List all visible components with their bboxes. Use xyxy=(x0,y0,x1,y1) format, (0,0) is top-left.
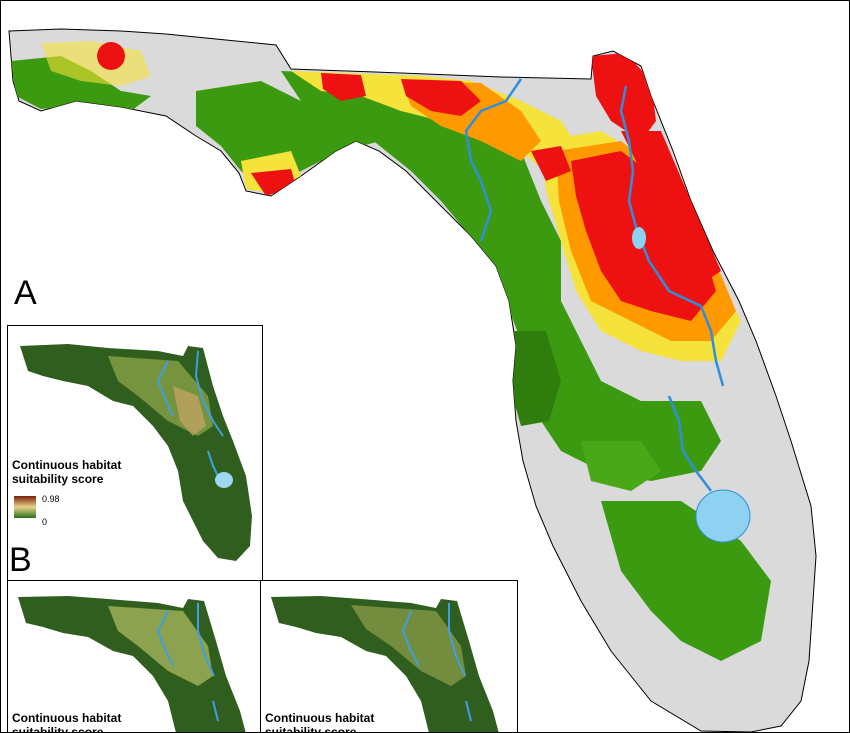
inset-moderate-region xyxy=(108,606,213,686)
suitability-high-region xyxy=(401,79,481,116)
suitability-medium-region xyxy=(291,71,581,191)
inset-map-continuous: Continuous habitat suitability score 0.9… xyxy=(7,325,263,581)
suitability-high-region xyxy=(621,131,721,281)
inset-river xyxy=(197,603,215,677)
suitability-low-region xyxy=(501,331,561,426)
legend-max-value: 0.98 xyxy=(42,494,60,504)
inset-river xyxy=(212,700,219,722)
inset-river xyxy=(465,700,472,722)
inset-river xyxy=(207,450,219,477)
inset-map-continuous: Continuous habitat suitability score xyxy=(260,580,518,733)
legend-title: Continuous habitat suitability score xyxy=(265,711,375,733)
inset-habitat-map xyxy=(271,596,499,732)
inset-river xyxy=(448,603,466,677)
panel-label-a: A xyxy=(14,274,37,312)
legend-gradient xyxy=(14,496,36,518)
suitability-high-region xyxy=(321,73,366,101)
inset-lake xyxy=(215,472,233,488)
lake xyxy=(695,489,751,543)
inset-river xyxy=(194,350,224,437)
suitability-low-region xyxy=(281,71,721,481)
legend-min-value: 0 xyxy=(42,517,48,527)
lake xyxy=(632,227,646,249)
river xyxy=(464,78,523,242)
inset-map-continuous: Continuous habitat suitability score xyxy=(7,580,262,733)
suitability-low-region xyxy=(11,56,151,111)
legend-title: Continuous habitat suitability score xyxy=(12,711,122,733)
suitability-low-region xyxy=(581,441,661,491)
suitability-high-region xyxy=(531,146,571,181)
legend-title: Continuous habitat suitability score xyxy=(12,458,122,486)
panel-label-b: B xyxy=(9,541,32,579)
inset-habitat-map xyxy=(18,596,246,732)
inset-river xyxy=(156,360,174,417)
suitability-high-region xyxy=(97,42,125,70)
inset-river xyxy=(156,610,174,667)
inset-habitat-map xyxy=(20,344,252,561)
inset-river xyxy=(401,610,420,667)
river xyxy=(667,395,712,492)
inset-moderate-region xyxy=(173,386,206,436)
